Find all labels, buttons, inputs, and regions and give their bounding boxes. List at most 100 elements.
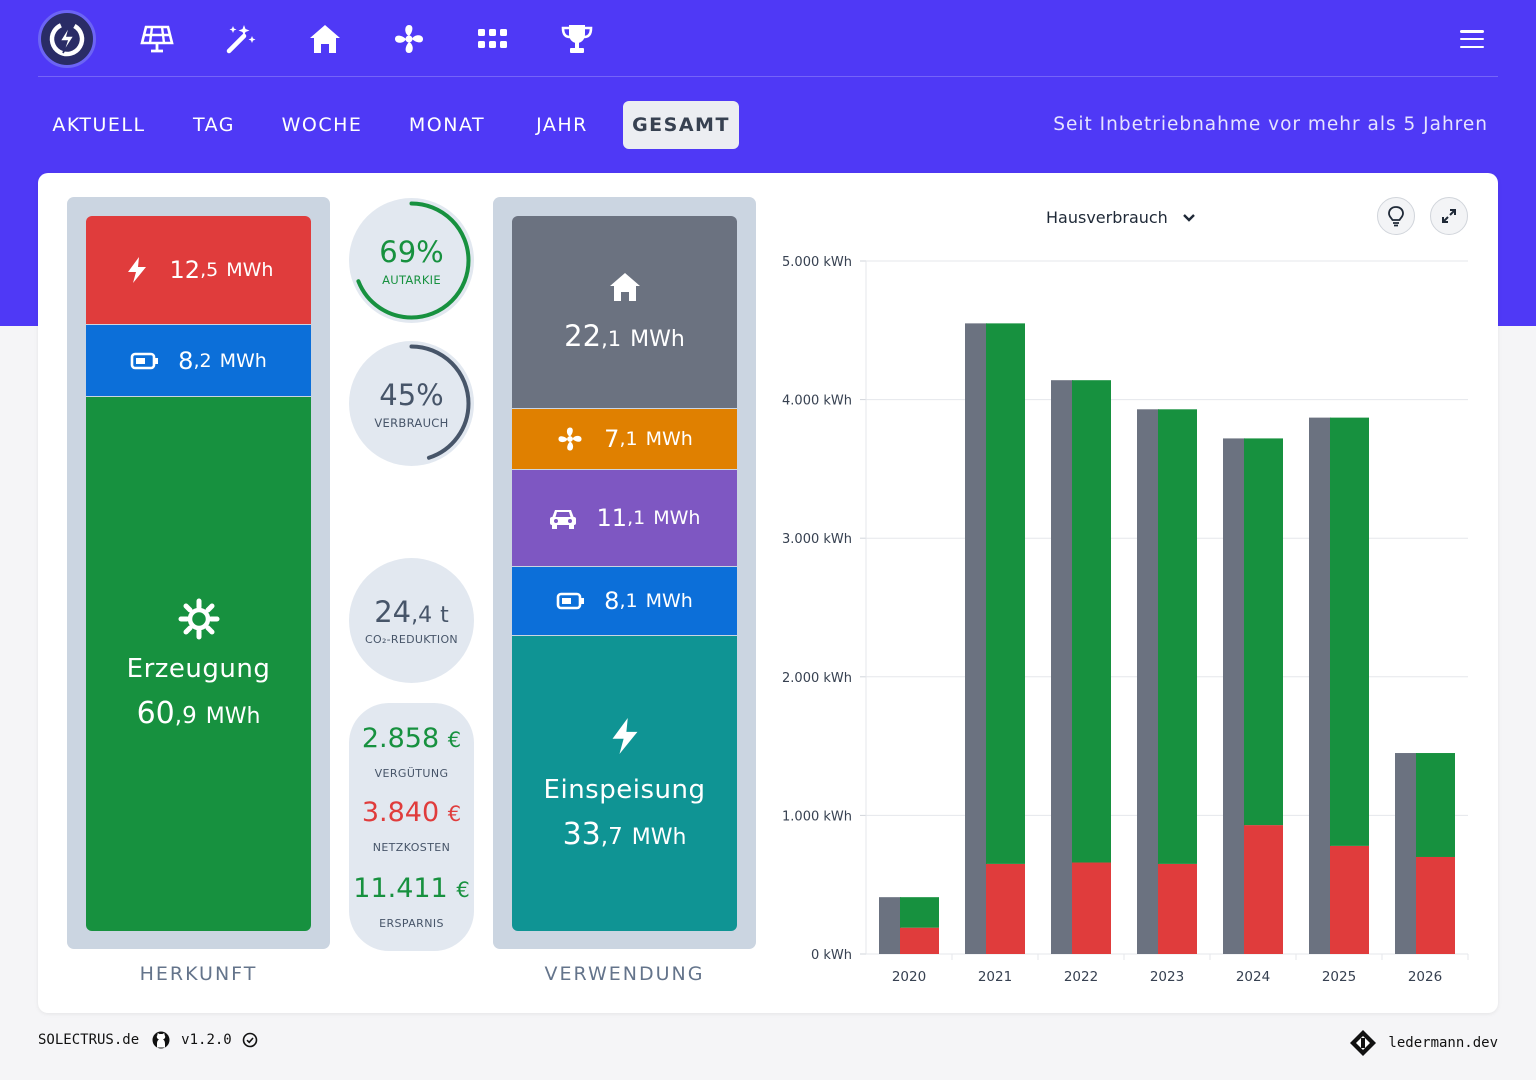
lightning-icon [127, 257, 146, 283]
co2-unit: t [440, 603, 449, 628]
fan-icon [558, 427, 582, 451]
sun-icon [178, 598, 219, 639]
battery-decimal: ,2 [193, 349, 212, 372]
solar-panel-icon[interactable] [138, 20, 176, 58]
x-tick-label: 2023 [1150, 969, 1184, 985]
herkunft-battery-segment[interactable]: 8,2 MWh [86, 325, 311, 396]
verwendung-heatpump-segment[interactable]: 7,1 MWh [512, 409, 737, 469]
battery-value: 8 [178, 346, 194, 375]
ersparnis-value: 11.411 [353, 873, 448, 904]
y-tick-label: 2.000 kWh [782, 671, 852, 686]
magic-wand-icon[interactable] [222, 20, 260, 58]
bar-total-2026[interactable] [1395, 753, 1417, 954]
bar-total-2020[interactable] [879, 897, 901, 954]
bar-pv-2024[interactable] [1244, 438, 1283, 826]
footer-left: SOLECTRUS.de v1.2.0 [38, 1030, 258, 1050]
fan-icon[interactable] [390, 20, 428, 58]
production-decimal: ,9 [174, 702, 197, 729]
period-description: Seit Inbetriebnahme vor mehr als 5 Jahre… [1053, 114, 1488, 135]
verbrauch-ring [352, 344, 471, 463]
verguetung-amount: 2.858 € [349, 723, 474, 754]
verwendung-car-segment[interactable]: 11,1 MWh [512, 470, 737, 566]
tab-gesamt[interactable]: GESAMT [623, 101, 739, 149]
tab-jahr[interactable]: JAHR [536, 114, 588, 136]
bar-grid-2022[interactable] [1072, 862, 1111, 954]
bar-pv-2023[interactable] [1158, 409, 1197, 864]
bar-grid-2020[interactable] [900, 927, 939, 954]
grid-dots-icon[interactable] [474, 20, 512, 58]
verbrauch-gauge[interactable]: 45% VERBRAUCH [349, 341, 474, 466]
menu-icon[interactable] [1456, 24, 1488, 54]
verwendung-battery-segment[interactable]: 8,1 MWh [512, 567, 737, 635]
verwendung-house-segment[interactable]: 22,1 MWh [512, 216, 737, 408]
bar-grid-2021[interactable] [986, 863, 1025, 954]
bar-pv-2025[interactable] [1330, 417, 1369, 846]
verwendung-feedin-segment[interactable]: Einspeisung 33,7 MWh [512, 636, 737, 931]
ersparnis-unit: € [456, 878, 470, 902]
bar-grid-2023[interactable] [1158, 863, 1197, 954]
verguetung-unit: € [447, 728, 462, 752]
herkunft-production-segment[interactable]: Erzeugung 60,9 MWh [86, 397, 311, 931]
netzkosten-unit: € [447, 802, 462, 826]
co2-gauge[interactable]: 24,4 t CO₂-REDUKTION [349, 558, 474, 683]
bar-grid-2026[interactable] [1416, 856, 1455, 954]
lightbulb-icon [1388, 206, 1404, 227]
bar-total-2024[interactable] [1223, 438, 1245, 954]
feedin-value: 33 [562, 817, 601, 852]
footer-right: ledermann.dev [1348, 1028, 1498, 1058]
feedin-unit: MWh [631, 825, 687, 850]
verwendung-panel: 22,1 MWh 7,1 MWh 11,1 MWh 8,1 MWh Einspeisun… [493, 197, 756, 949]
bar-pv-2021[interactable] [986, 323, 1025, 864]
tab-tag[interactable]: TAG [192, 114, 236, 136]
bar-pv-2020[interactable] [900, 897, 939, 928]
bar-pv-2022[interactable] [1072, 380, 1111, 863]
heatpump-unit: MWh [645, 428, 693, 450]
autarkie-gauge[interactable]: 69% AUTARKIE [349, 198, 474, 323]
car-unit: MWh [653, 507, 701, 529]
github-icon[interactable] [151, 1030, 171, 1050]
chart-series-select[interactable]: Hausverbrauch [1046, 208, 1196, 227]
battery-usage-value: 8 [604, 587, 620, 615]
bar-grid-2025[interactable] [1330, 845, 1369, 954]
x-tick-label: 2025 [1322, 969, 1356, 985]
chevron-down-icon [1182, 213, 1195, 222]
herkunft-panel: 12,5 MWh 8,2 MWh Erzeugung 60,9 MWh [67, 197, 330, 949]
yearly-bar-chart[interactable]: 0 kWh 1.000 kWh 2.000 kWh 3.000 kWh 4.000 kW… [778, 233, 1498, 993]
bar-total-2023[interactable] [1137, 409, 1159, 954]
herkunft-grid-segment[interactable]: 12,5 MWh [86, 216, 311, 324]
dashboard-card: 12,5 MWh 8,2 MWh Erzeugung 60,9 MWh HERKUNF… [38, 173, 1498, 1013]
battery-usage-decimal: ,1 [619, 590, 638, 612]
production-label: Erzeugung [126, 653, 271, 684]
finance-panel[interactable]: 2.858 € VERGÜTUNG 3.840 € NETZKOSTEN 11.… [349, 703, 474, 951]
logo-icon[interactable] [38, 10, 96, 68]
battery-icon [130, 352, 159, 369]
autarkie-label: AUTARKIE [382, 272, 441, 287]
tab-woche[interactable]: WOCHE [281, 114, 363, 136]
tab-aktuell[interactable]: AKTUELL [52, 114, 146, 136]
house-icon [609, 273, 640, 301]
x-tick-label: 2022 [1064, 969, 1098, 985]
verguetung-value: 2.858 [361, 723, 440, 754]
footer-brand-link[interactable]: SOLECTRUS.de [38, 1032, 140, 1048]
bar-grid-2024[interactable] [1244, 825, 1283, 954]
ersparnis-label: ERSPARNIS [379, 917, 444, 930]
house-icon[interactable] [306, 20, 344, 58]
netzkosten-value: 3.840 [361, 797, 440, 828]
trophy-icon[interactable] [558, 20, 596, 58]
bar-total-2022[interactable] [1051, 380, 1073, 954]
lightning-icon [612, 718, 637, 754]
netzkosten-label: NETZKOSTEN [372, 841, 451, 854]
footer-credit-link[interactable]: ledermann.dev [1388, 1035, 1498, 1051]
x-tick-label: 2021 [978, 969, 1012, 985]
bar-total-2021[interactable] [965, 323, 987, 954]
x-tick-label: 2024 [1236, 969, 1270, 985]
battery-unit: MWh [219, 349, 267, 372]
bar-total-2025[interactable] [1309, 417, 1331, 954]
bar-pv-2026[interactable] [1416, 753, 1455, 857]
tips-button[interactable] [1377, 197, 1415, 235]
tab-monat[interactable]: MONAT [408, 114, 486, 136]
expand-button[interactable] [1430, 197, 1468, 235]
grid-value: 12 [169, 256, 201, 284]
co2-value: 24 [374, 595, 412, 629]
netzkosten-amount: 3.840 € [349, 797, 474, 828]
